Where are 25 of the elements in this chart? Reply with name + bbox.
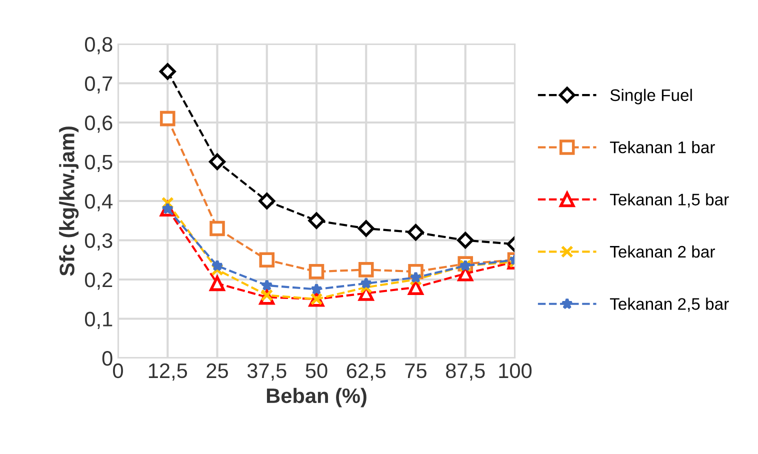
legend-label: Single Fuel <box>610 88 692 104</box>
y-tick-label: 0,5 <box>84 154 112 172</box>
y-tick-label: 0,6 <box>84 116 112 133</box>
y-tick-label: 0,7 <box>84 76 112 94</box>
y-tick-label: 0,4 <box>84 194 113 212</box>
legend-label: Tekanan 2,5 bar <box>610 298 729 312</box>
x-tick-label: 87,5 <box>446 363 485 381</box>
x-tick-label: 0 <box>113 363 123 378</box>
y-tick-label: 0,3 <box>84 233 112 250</box>
y-tick-label: 0,8 <box>84 37 112 54</box>
x-tick-label: 75 <box>405 364 426 378</box>
y-tick-label: 0,1 <box>84 312 112 329</box>
x-tick-label: 12,5 <box>148 363 188 381</box>
y-axis-title: Sfc (kg/kw.jam) <box>59 126 79 276</box>
x-tick-label: 62,5 <box>346 363 386 381</box>
x-tick-label: 100 <box>499 363 532 378</box>
x-tick-label: 37,5 <box>247 363 286 381</box>
x-tick-label: 50 <box>306 363 328 378</box>
legend-label: Tekanan 1 bar <box>610 141 715 154</box>
x-axis-title: Beban (%) <box>266 388 366 408</box>
legend-label: Tekanan 2 bar <box>610 245 715 258</box>
y-tick-label: 0,2 <box>84 272 112 290</box>
y-tick-label: 0 <box>102 351 112 366</box>
x-tick-label: 25 <box>206 363 228 378</box>
legend-label: Tekanan 1,5 bar <box>610 193 729 208</box>
